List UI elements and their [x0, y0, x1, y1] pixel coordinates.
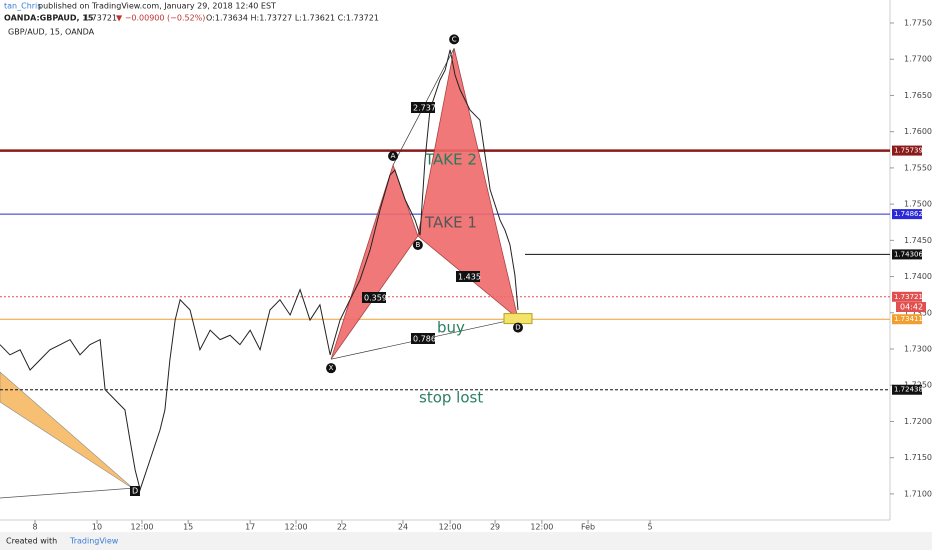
point-label: X: [329, 364, 334, 372]
x-tick-label: 12:00: [130, 523, 153, 532]
ratio: 0.786: [413, 335, 436, 344]
ratio: 0.359: [364, 294, 387, 303]
level-label: 1.73721: [894, 293, 923, 301]
x-tick-label: 12:00: [285, 523, 308, 532]
buy: buy: [437, 319, 465, 337]
point-marker: [412, 240, 423, 250]
stop-lost: stop lost: [419, 389, 483, 407]
y-tick-label: 1.74500: [904, 236, 932, 245]
y-tick-label: 1.77500: [904, 19, 932, 28]
x-tick-label: 10: [92, 523, 102, 532]
y-tick-label: 1.75000: [904, 200, 932, 209]
y-tick-label: 1.71000: [904, 489, 932, 498]
ratio: 2.737: [413, 104, 436, 113]
y-tick-label: 1.75500: [904, 163, 932, 172]
change: ▼ −0.00900 (−0.52%): [116, 14, 205, 23]
y-tick-label: 1.76500: [904, 91, 932, 100]
ratio-bg: [362, 292, 386, 303]
author[interactable]: tan_Chris: [4, 2, 41, 11]
point-marker: [326, 363, 337, 374]
point-label: B: [415, 241, 420, 249]
ratio-bg: [456, 271, 480, 282]
y-tick-label: 1.73500: [904, 308, 932, 317]
x-tick-label: 24: [398, 523, 408, 532]
x-tick-label: 12:00: [439, 523, 462, 532]
point-label: D: [515, 324, 520, 332]
level-tag: [892, 384, 922, 395]
y-tick-label: 1.71500: [904, 453, 932, 462]
countdown-bg: [896, 302, 926, 312]
countdown: 04:42: [900, 303, 923, 312]
ratio-bg: [411, 102, 435, 113]
level-tag: [892, 314, 922, 325]
y-tick-label: 1.76000: [904, 127, 932, 136]
x-tick-label: 22: [337, 523, 347, 532]
left-pattern-line: [0, 487, 136, 499]
y-tick-label: 1.77000: [904, 55, 932, 64]
ohlc: O:1.73634 H:1.73727 L:1.73621 C:1.73721: [206, 14, 379, 23]
point-label: A: [391, 152, 396, 160]
chart-title: GBP/AUD, 15, OANDA: [8, 28, 95, 37]
point-marker: [388, 151, 399, 161]
point-marker: [513, 322, 524, 333]
level-label: 1.73411: [894, 315, 923, 323]
level-label: 1.74862: [894, 210, 923, 218]
point-label: C: [452, 35, 457, 43]
level-label: 1.75739: [894, 147, 923, 155]
y-tick-label: 1.74000: [904, 272, 932, 281]
level-tag: [892, 145, 922, 156]
ratio-bg: [411, 333, 435, 344]
x-tick-label: 29: [490, 523, 500, 532]
level-tag: [892, 249, 922, 260]
symbol: OANDA:GBPAUD, 15: [4, 14, 94, 23]
published: published on TradingView.com, January 29…: [38, 2, 276, 11]
level-label: 1.74306: [894, 250, 923, 258]
level-tag: [892, 209, 922, 220]
x-tick-label: 5: [648, 523, 653, 532]
left-pattern: [0, 371, 136, 491]
x-tick-label: 8: [32, 523, 37, 532]
x-tick-label: 12:00: [530, 523, 553, 532]
y-tick-label: 1.73000: [904, 345, 932, 354]
footer-created: Created with: [6, 537, 57, 546]
footer-bg: [0, 532, 932, 550]
take1: TAKE 1: [424, 214, 477, 232]
point-bg: [130, 486, 140, 496]
plot: 1.710001.715001.720001.725001.730001.735…: [0, 19, 932, 532]
price-line: [0, 49, 519, 492]
take2: TAKE 2: [424, 151, 477, 169]
x-tick-label: 15: [183, 523, 193, 532]
level-tag: [892, 291, 922, 302]
point-marker: [449, 34, 460, 45]
x-tick-label: 17: [245, 523, 255, 532]
point-label: D: [132, 487, 138, 496]
last: 1.73721: [84, 14, 117, 23]
x-tick-label: Feb: [581, 523, 595, 532]
level-label: 1.72438: [894, 386, 923, 394]
y-tick-label: 1.72000: [904, 417, 932, 426]
ratio: 1.435: [458, 273, 481, 282]
footer-brand[interactable]: TradingView: [69, 537, 119, 546]
buy-zone: [503, 313, 533, 325]
